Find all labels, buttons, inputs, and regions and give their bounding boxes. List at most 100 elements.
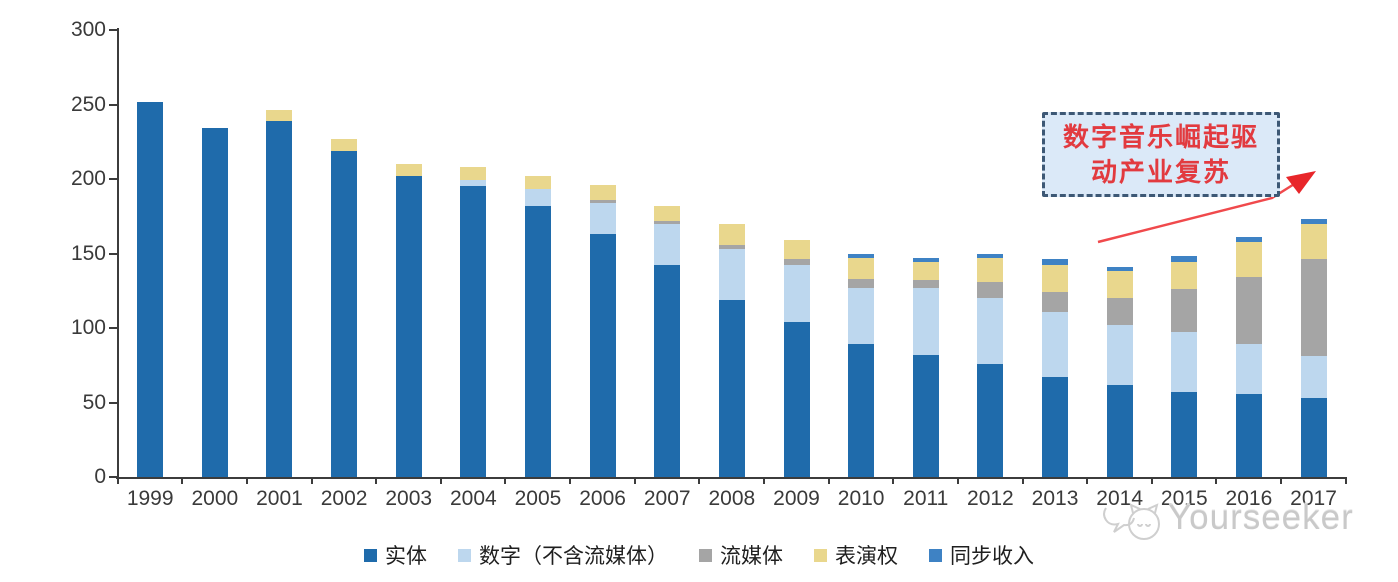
bar-2016-performance xyxy=(1235,241,1262,278)
bar-2009-physical xyxy=(783,322,810,477)
bar-2001-physical xyxy=(266,120,293,477)
bar-2014-performance xyxy=(1106,271,1133,299)
x-axis-label-2011: 2011 xyxy=(903,487,949,510)
bar-2017-physical xyxy=(1300,398,1327,477)
legend-item-streaming: 流媒体 xyxy=(699,540,783,570)
bar-2004-physical xyxy=(460,186,487,477)
legend-item-physical: 实体 xyxy=(364,540,427,570)
bar-2017-performance xyxy=(1300,223,1327,260)
bar-2005-performance xyxy=(524,176,551,190)
x-axis-tick xyxy=(310,477,313,484)
bar-2005-digital xyxy=(524,189,551,206)
bar-2011-streaming xyxy=(912,280,939,288)
yourseeker-logo-icon xyxy=(1103,503,1160,540)
bar-2002-physical xyxy=(331,150,358,477)
x-axis-label-2012: 2012 xyxy=(967,487,1014,510)
bar-2009-streaming xyxy=(783,259,810,266)
bar-2003-performance xyxy=(395,164,422,176)
x-axis-label-2013: 2013 xyxy=(1031,487,1079,510)
bar-2011-performance xyxy=(912,262,939,281)
bar-2010-performance xyxy=(848,257,875,279)
x-axis-label-2009: 2009 xyxy=(773,487,820,510)
bar-2007-performance xyxy=(654,205,681,221)
bar-2001-performance xyxy=(266,110,293,121)
x-axis-label-2008: 2008 xyxy=(708,487,756,510)
y-axis-tick xyxy=(109,103,118,106)
watermark-text: Yourseeker xyxy=(1168,498,1354,537)
annotation-line1: 数字音乐崛起驱 xyxy=(1062,122,1259,152)
bar-2006-digital xyxy=(589,202,616,235)
legend-label-streaming: 流媒体 xyxy=(720,544,783,568)
x-axis-tick xyxy=(245,477,248,484)
x-axis-tick xyxy=(956,477,959,484)
x-axis-label-2004: 2004 xyxy=(449,487,497,510)
legend-swatch-physical xyxy=(364,548,377,562)
x-axis-label-2016: 2016 xyxy=(1225,487,1273,510)
legend-label-digital: 数字（不含流媒体） xyxy=(479,544,668,568)
x-axis-tick xyxy=(892,477,895,484)
bar-2007-digital xyxy=(654,223,681,266)
bar-2013-digital xyxy=(1042,311,1069,378)
y-axis-tick xyxy=(109,252,118,255)
bar-2006-performance xyxy=(589,184,616,200)
bar-2017-digital xyxy=(1300,356,1327,399)
y-axis-tick xyxy=(109,178,118,180)
legend-swatch-digital xyxy=(458,548,471,562)
legend-item-digital: 数字（不含流媒体） xyxy=(458,540,668,570)
x-axis-tick xyxy=(1344,477,1347,484)
x-axis-tick xyxy=(116,477,119,484)
bar-2014-streaming xyxy=(1106,298,1133,325)
x-axis-tick xyxy=(827,477,830,484)
bar-2011-sync xyxy=(912,257,939,263)
watermark: Yourseeker xyxy=(1100,498,1354,546)
y-axis-tick xyxy=(109,29,118,31)
x-axis-tick xyxy=(1086,477,1089,484)
bar-2015-performance xyxy=(1171,262,1198,290)
bar-2013-streaming xyxy=(1042,292,1069,312)
bar-2010-physical xyxy=(848,344,875,477)
x-axis-label-2000: 2000 xyxy=(191,487,239,510)
x-axis-label-2002: 2002 xyxy=(320,487,368,510)
y-axis-tick xyxy=(109,401,118,404)
bar-2012-sync xyxy=(977,253,1004,258)
x-axis-tick xyxy=(698,477,701,484)
x-axis-label-1999: 1999 xyxy=(126,487,174,510)
x-axis-tick xyxy=(763,477,765,484)
bar-2006-physical xyxy=(589,234,616,477)
legend-swatch-streaming xyxy=(699,548,712,562)
y-axis-label: 200 xyxy=(70,167,106,190)
bar-1999-physical xyxy=(137,101,164,477)
bar-2009-performance xyxy=(783,240,810,260)
x-axis-label-2006: 2006 xyxy=(579,487,626,510)
x-axis-tick xyxy=(569,477,572,484)
y-axis-label: 100 xyxy=(70,316,106,339)
annotation-line2: 动产业复苏 xyxy=(1090,157,1231,187)
bar-2013-physical xyxy=(1042,377,1069,477)
bar-2013-sync xyxy=(1042,259,1069,266)
bar-2008-streaming xyxy=(718,244,745,250)
bar-2003-physical xyxy=(395,176,422,477)
bar-2012-digital xyxy=(977,298,1004,364)
x-axis-label-2007: 2007 xyxy=(643,487,691,510)
bar-2010-digital xyxy=(848,287,875,345)
x-axis-tick xyxy=(1021,477,1024,484)
bar-2007-physical xyxy=(654,265,681,477)
bar-2012-performance xyxy=(977,257,1004,282)
bar-2012-physical xyxy=(977,363,1004,477)
legend-label-performance: 表演权 xyxy=(835,544,898,568)
y-axis-label: 0 xyxy=(94,465,106,488)
bar-2004-performance xyxy=(460,167,487,181)
x-axis-tick xyxy=(1280,477,1283,484)
x-axis-tick xyxy=(1215,477,1218,484)
y-axis-label: 300 xyxy=(70,18,106,41)
x-axis-line xyxy=(116,477,1347,479)
bar-2017-streaming xyxy=(1300,259,1327,357)
x-axis-tick xyxy=(181,477,184,484)
y-axis-label: 50 xyxy=(82,390,106,414)
x-axis-label-2017: 2017 xyxy=(1290,487,1337,510)
bar-2005-physical xyxy=(524,205,551,477)
bar-2010-streaming xyxy=(848,278,875,288)
bar-2014-sync xyxy=(1106,266,1133,272)
bar-2016-physical xyxy=(1235,393,1262,477)
